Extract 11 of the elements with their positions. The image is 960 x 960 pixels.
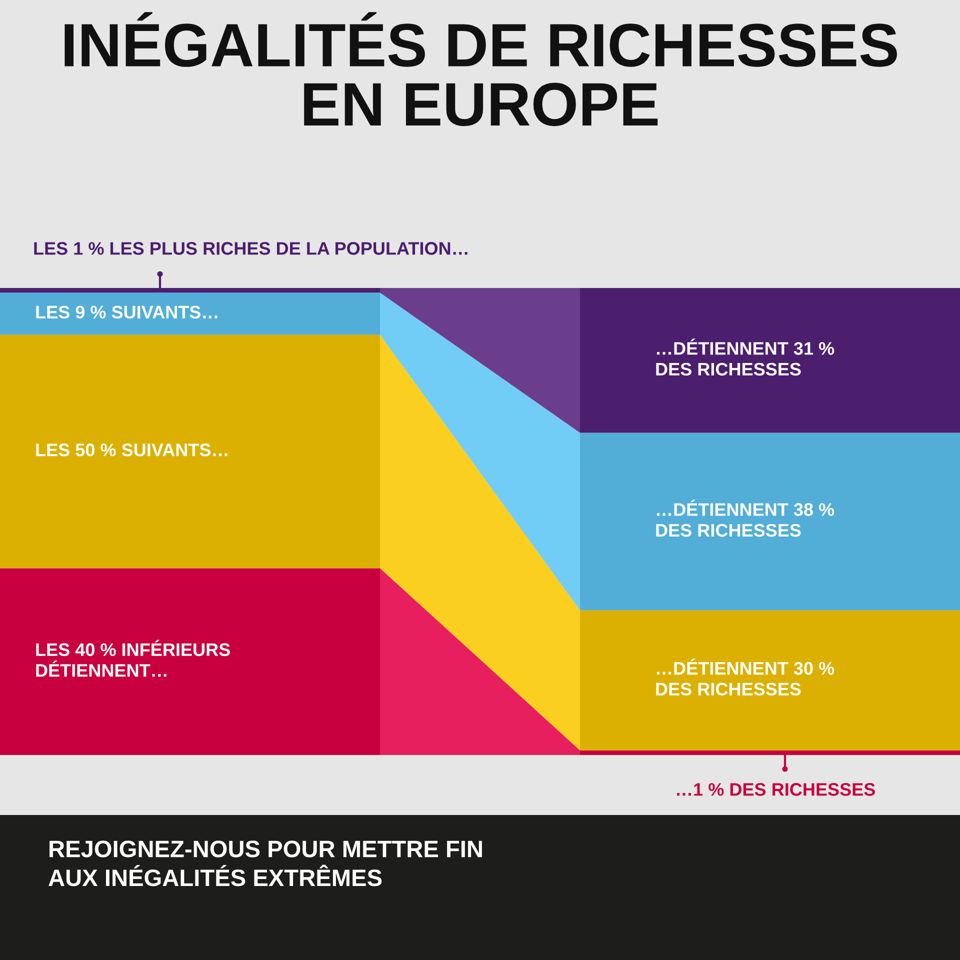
- bar: [0, 292, 380, 335]
- data-label: LES 50 % SUIVANTS…: [36, 444, 228, 456]
- data-label: …DÉTIENNENT 38 % DES RICHESSES: [656, 500, 834, 537]
- text: REJOIGNEZ-NOUS POUR METTRE FIN AUX INÉGALITÉS EXTRÊMES: [48, 840, 482, 886]
- chart-title: INÉGALITÉS DE RICHESSES EN EUROPE: [64, 12, 897, 126]
- data-label: …DÉTIENNENT 30 % DES RICHESSES: [656, 658, 834, 696]
- data-label: …DÉTIENNENT 31 % DES RICHESSES: [656, 338, 834, 376]
- data-label: LES 40 % INFÉRIEURS DÉTIENNENT…: [36, 640, 230, 677]
- data-label: LES 9 % SUIVANTS…: [36, 306, 218, 319]
- data-label: …1 % DES RICHESSES: [676, 783, 875, 796]
- data-label: LES 1 % LES PLUS RICHES DE LA POPULATION…: [34, 242, 468, 255]
